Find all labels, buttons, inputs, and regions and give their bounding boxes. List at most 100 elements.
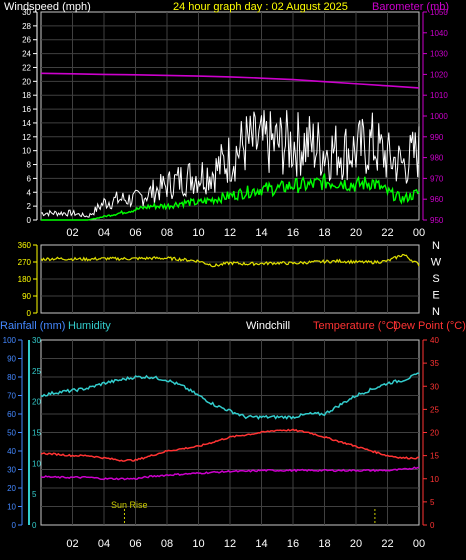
windspeed-tick-label: 8 — [27, 161, 32, 170]
barometer-axis: 950 960 970 980 990 1000 1010 1020 1030 1040 1050 — [422, 8, 448, 225]
windspeed-axis-title: Windspeed (mph) — [4, 1, 91, 13]
barometer-tick-label: 950 — [430, 216, 444, 225]
windspeed-tick-label: 24 — [22, 50, 31, 59]
x-tick-label: 16 — [287, 227, 299, 239]
sunrise-label: Sun Rise — [111, 500, 148, 510]
temperature-tick-label: 15 — [430, 452, 439, 461]
barometer-tick-label: 1050 — [430, 8, 448, 17]
rainfall-tick-label: 60 — [7, 410, 16, 419]
x-tick-label: 18 — [318, 227, 330, 239]
x-tick-label: 00 — [413, 227, 425, 239]
x-tick-label: 14 — [255, 227, 267, 239]
direction-tick-label: 90 — [22, 292, 31, 301]
wind-baro-grid — [41, 12, 419, 220]
wind-direction-series — [40, 253, 420, 268]
rainfall-tick-label: 10 — [7, 503, 16, 512]
x-tick-label: 06 — [129, 538, 141, 550]
rainfall-tick-label: 80 — [7, 373, 16, 382]
barometer-tick-label: 1000 — [430, 112, 448, 121]
barometer-tick-label: 990 — [430, 133, 444, 142]
humidity-series — [40, 372, 419, 420]
x-tick-label: 08 — [161, 538, 173, 550]
windspeed-tick-label: 18 — [22, 91, 31, 100]
temperature-axis-title: Temperature (°C) — [313, 320, 397, 332]
windspeed-tick-label: 30 — [22, 8, 31, 17]
windspeed-tick-label: 6 — [27, 174, 32, 183]
rainfall-tick-label: 50 — [7, 429, 16, 438]
barometer-tick-label: 1020 — [430, 70, 448, 79]
x-tick-label: 04 — [98, 538, 110, 550]
temperature-tick-label: 30 — [430, 382, 439, 391]
windspeed-tick-label: 28 — [22, 22, 31, 31]
windspeed-tick-label: 12 — [22, 133, 31, 142]
temperature-tick-label: 5 — [430, 498, 435, 507]
humidity-tick-label: 5 — [32, 490, 37, 499]
humidity-axis: 0 5 10 15 20 25 30 — [28, 336, 41, 530]
humidity-tick-label: 25 — [32, 367, 41, 376]
compass-label: N — [432, 306, 440, 318]
x-tick-label: 22 — [381, 538, 393, 550]
windspeed-tick-label: 20 — [22, 77, 31, 86]
wind-direction-series — [40, 253, 420, 268]
windspeed-tick-label: 2 — [27, 202, 32, 211]
direction-tick-label: 360 — [18, 241, 32, 250]
humidity-tick-label: 15 — [32, 429, 41, 438]
temperature-tick-label: 20 — [430, 429, 439, 438]
temperature-tick-label: 0 — [430, 521, 435, 530]
windspeed-tick-label: 10 — [22, 147, 31, 156]
barometer-tick-label: 980 — [430, 154, 444, 163]
rainfall-tick-label: 70 — [7, 392, 16, 401]
barometer-tick-label: 970 — [430, 174, 444, 183]
rainfall-tick-label: 100 — [3, 336, 17, 345]
wind-baro-x-axis: 02 04 06 08 10 12 14 16 18 20 22 00 — [66, 227, 425, 239]
compass-label: S — [432, 273, 439, 285]
rainfall-axis: 0 10 20 30 40 50 60 70 80 90 100 — [3, 336, 23, 530]
compass-label: E — [432, 290, 439, 302]
direction-tick-label: 0 — [27, 309, 32, 318]
chart-title: 24 hour graph day : 02 August 2025 — [173, 1, 348, 13]
temperature-tick-label: 10 — [430, 475, 439, 484]
direction-tick-label: 270 — [18, 258, 32, 267]
windchill-label: Windchill — [246, 320, 290, 332]
windspeed-tick-label: 4 — [27, 188, 32, 197]
temperature-tick-label: 25 — [430, 405, 439, 414]
windspeed-tick-label: 26 — [22, 36, 31, 45]
temperature-axis: 0 5 10 15 20 25 30 35 40 — [422, 336, 439, 530]
x-tick-label: 02 — [66, 538, 78, 550]
windspeed-tick-label: 14 — [22, 119, 31, 128]
x-tick-label: 16 — [287, 538, 299, 550]
wind-series — [41, 173, 420, 221]
humidity-tick-label: 20 — [32, 398, 41, 407]
temp-humidity-x-axis: 02 04 06 08 10 12 14 16 18 20 22 00 — [66, 538, 425, 550]
barometer-series — [40, 72, 420, 89]
x-tick-label: 18 — [318, 538, 330, 550]
temperature-series — [40, 428, 420, 462]
dewpoint-series — [40, 466, 420, 481]
x-tick-label: 00 — [413, 538, 425, 550]
x-tick-label: 12 — [224, 227, 236, 239]
gust-series — [40, 110, 420, 218]
x-tick-label: 08 — [161, 227, 173, 239]
barometer-tick-label: 960 — [430, 195, 444, 204]
barometer-tick-label: 1030 — [430, 50, 448, 59]
humidity-label: Humidity — [68, 320, 111, 332]
temp-humidity-series — [40, 372, 420, 481]
x-tick-label: 10 — [192, 227, 204, 239]
barometer-tick-label: 1040 — [430, 29, 448, 38]
rainfall-tick-label: 0 — [12, 521, 17, 530]
x-tick-label: 14 — [255, 538, 267, 550]
temp-humidity-panel: 0 10 20 30 40 50 60 70 80 90 100 0 5 10 15 20 25 30 0 5 10… — [0, 320, 466, 550]
barometer-tick-label: 1010 — [430, 91, 448, 100]
x-tick-label: 12 — [224, 538, 236, 550]
rainfall-tick-label: 90 — [7, 355, 16, 364]
x-tick-label: 20 — [350, 227, 362, 239]
rainfall-tick-label: 40 — [7, 447, 16, 456]
windspeed-tick-label: 0 — [27, 216, 32, 225]
windspeed-tick-label: 16 — [22, 105, 31, 114]
x-tick-label: 10 — [192, 538, 204, 550]
